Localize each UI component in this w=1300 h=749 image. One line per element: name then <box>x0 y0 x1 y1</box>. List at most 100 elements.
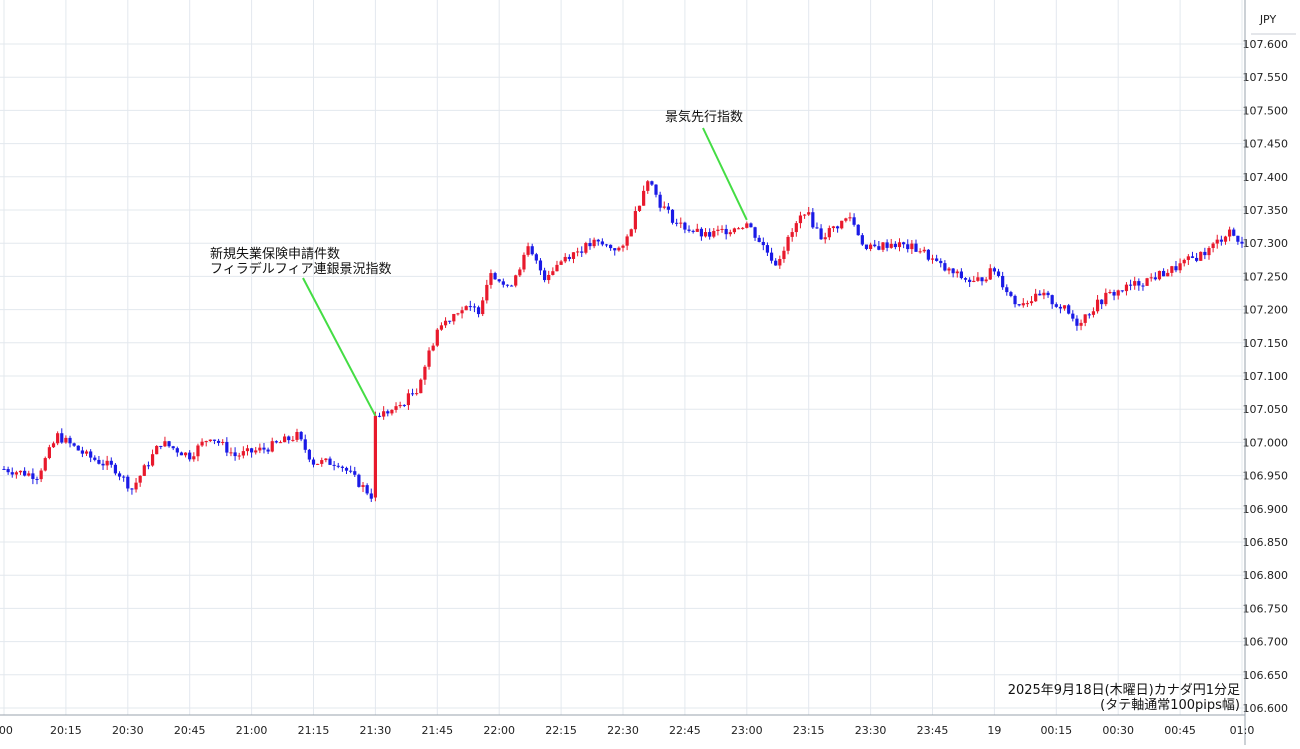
candle-body <box>510 286 513 287</box>
candle-body <box>382 411 385 416</box>
candle-body <box>1104 293 1107 304</box>
candle-body <box>176 448 179 452</box>
candle-body <box>427 351 430 367</box>
candle-body <box>77 446 80 451</box>
candle-body <box>547 275 550 280</box>
candle-body <box>890 244 893 248</box>
candle-body <box>1158 271 1161 279</box>
candle-body <box>1133 281 1136 286</box>
candle-body <box>857 225 860 235</box>
candle-body <box>807 212 810 214</box>
candle-body <box>151 454 154 465</box>
candle-body <box>1224 237 1227 242</box>
candle-body <box>576 251 579 252</box>
candle-body <box>304 439 307 449</box>
candle-body <box>720 229 723 230</box>
candle-body <box>1084 314 1087 323</box>
candle-body <box>23 471 26 476</box>
candle-body <box>93 458 96 460</box>
candle-body <box>1075 319 1078 326</box>
candle-body <box>155 446 158 454</box>
candle-body <box>551 271 554 275</box>
candle-body <box>254 450 257 452</box>
candle-body <box>976 277 979 281</box>
candle-body <box>1232 230 1235 236</box>
x-tick-label: 23:00 <box>731 724 763 737</box>
candle-body <box>485 285 488 300</box>
candle-body <box>1018 304 1021 305</box>
candle-body <box>1108 292 1111 293</box>
x-tick-label: 00:30 <box>1102 724 1134 737</box>
price-axis: 107.600107.550107.500107.450107.400107.3… <box>1243 0 1300 745</box>
candle-body <box>1187 256 1190 260</box>
currency-label: JPY <box>1259 13 1277 26</box>
candle-body <box>1207 248 1210 255</box>
candle-body <box>399 405 402 406</box>
candle-body <box>791 232 794 237</box>
candle-body <box>432 346 435 351</box>
candle-body <box>394 406 397 410</box>
candle-body <box>568 257 571 259</box>
candle-body <box>361 485 364 487</box>
candle-body <box>543 270 546 280</box>
candle-body <box>654 185 657 195</box>
candle-body <box>52 443 55 447</box>
candle-body <box>522 255 525 270</box>
candle-body <box>159 446 162 447</box>
candle-body <box>320 460 323 464</box>
candle-body <box>1216 240 1219 244</box>
candle-body <box>1137 281 1140 285</box>
candle-body <box>502 281 505 284</box>
candle-body <box>110 461 113 465</box>
candle-body <box>1042 293 1045 296</box>
candle-body <box>852 217 855 225</box>
candle-body <box>939 261 942 263</box>
chart-caption: (タテ軸通常100pips幅) <box>1100 698 1240 713</box>
x-tick-label: 22:30 <box>607 724 639 737</box>
candle-body <box>844 218 847 220</box>
candle-body <box>192 456 195 459</box>
candle-body <box>114 465 117 474</box>
candle-body <box>333 465 336 466</box>
candle-body <box>782 251 785 259</box>
x-tick-label: 23:30 <box>855 724 887 737</box>
candle-body <box>15 472 18 474</box>
annotation-pointer <box>703 128 747 220</box>
candle-body <box>200 442 203 446</box>
candle-body <box>1026 303 1029 304</box>
candle-body <box>943 263 946 270</box>
candle-body <box>1191 256 1194 258</box>
candle-body <box>1228 230 1231 237</box>
candle-body <box>848 217 851 218</box>
candle-body <box>535 254 538 260</box>
candle-body <box>980 277 983 281</box>
candle-body <box>642 191 645 206</box>
candle-body <box>989 268 992 279</box>
candle-body <box>19 471 22 472</box>
candle-body <box>1220 240 1223 242</box>
candle-body <box>48 447 51 458</box>
candle-body <box>423 367 426 380</box>
candle-body <box>617 248 620 251</box>
time-axis: :0020:1520:3020:4521:0021:1521:3021:4522… <box>0 715 1254 737</box>
candle-body <box>386 411 389 413</box>
candle-body <box>580 251 583 252</box>
candle-body <box>246 448 249 451</box>
candle-body <box>947 268 950 270</box>
candle-body <box>803 215 806 216</box>
candle-body <box>1150 277 1153 278</box>
candle-body <box>126 477 129 489</box>
candle-body <box>180 452 183 455</box>
candle-body <box>1071 314 1074 319</box>
candle-body <box>456 313 459 314</box>
candle-body <box>877 246 880 250</box>
candle-body <box>143 465 146 476</box>
candle-body <box>2 469 5 470</box>
candle-body <box>291 440 294 441</box>
candle-body <box>97 460 100 464</box>
x-tick-label: 20:45 <box>174 724 206 737</box>
candle-body <box>588 243 591 246</box>
candle-body <box>910 244 913 249</box>
